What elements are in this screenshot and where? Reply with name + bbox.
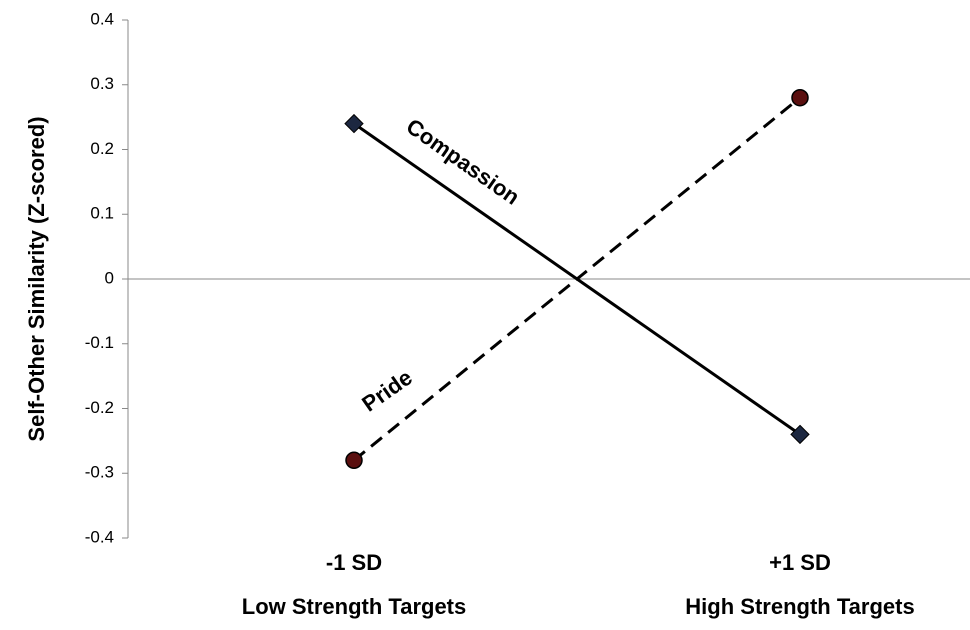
series-label: Pride <box>357 365 416 417</box>
marker <box>345 451 363 470</box>
y-tick-label: 0.3 <box>90 74 114 93</box>
x-tick-label: High Strength Targets <box>685 594 914 619</box>
y-axis-title: Self-Other Similarity (Z-scored) <box>24 116 49 441</box>
series-label: Compassion <box>402 114 524 210</box>
y-tick-label: -0.3 <box>85 463 114 482</box>
x-tick-label: -1 SD <box>326 550 382 575</box>
y-tick-label: 0.1 <box>90 204 114 223</box>
marker <box>790 424 810 445</box>
marker <box>344 113 364 134</box>
y-tick-label: 0.4 <box>90 9 114 28</box>
series-line <box>353 96 801 462</box>
y-tick-label: -0.4 <box>85 527 114 546</box>
marker <box>791 88 809 107</box>
y-tick-label: -0.2 <box>85 398 114 417</box>
x-tick-label: +1 SD <box>769 550 831 575</box>
y-tick-label: 0.2 <box>90 139 114 158</box>
y-tick-label: -0.1 <box>85 333 114 352</box>
y-tick-label: 0 <box>105 268 114 287</box>
x-tick-label: Low Strength Targets <box>242 594 467 619</box>
